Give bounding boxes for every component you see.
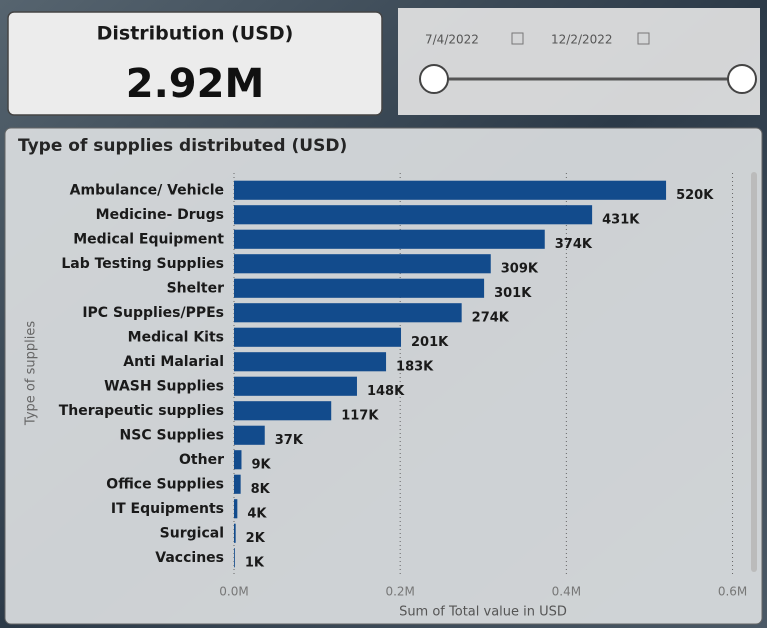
category-label: Medicine- Drugs	[96, 207, 224, 223]
x-tick-label: 0.0M	[219, 585, 248, 599]
value-label: 2K	[246, 531, 266, 546]
category-label: Medical Equipment	[73, 231, 224, 247]
bar	[234, 327, 402, 347]
bar	[234, 499, 238, 519]
bar	[234, 303, 462, 323]
value-label: 37K	[275, 433, 304, 448]
value-label: 431K	[602, 212, 640, 227]
category-label: Ambulance/ Vehicle	[70, 182, 224, 198]
category-label: Surgical	[160, 525, 224, 541]
chart-title: Type of supplies distributed (USD)	[18, 136, 347, 156]
bar	[234, 523, 236, 543]
slider-handle[interactable]	[727, 64, 757, 94]
bar	[234, 229, 545, 249]
value-label: 301K	[494, 286, 532, 301]
value-label: 1K	[245, 555, 265, 570]
value-label: 201K	[411, 335, 449, 350]
value-label: 374K	[555, 237, 593, 252]
category-label: WASH Supplies	[104, 378, 224, 394]
category-label: Therapeutic supplies	[59, 403, 224, 419]
category-label: Anti Malarial	[123, 354, 224, 370]
slider-handle[interactable]	[419, 64, 449, 94]
calendar-icon[interactable]	[511, 32, 524, 45]
category-label: Vaccines	[155, 550, 224, 566]
scrollbar[interactable]	[751, 172, 757, 572]
category-label: IPC Supplies/PPEs	[82, 305, 224, 321]
bar	[234, 548, 235, 568]
value-label: 309K	[501, 261, 539, 276]
x-tick-label: 0.6M	[718, 585, 747, 599]
y-axis-label: Type of supplies	[24, 321, 39, 426]
category-label: Medical Kits	[128, 329, 224, 345]
value-label: 183K	[396, 359, 434, 374]
bar	[234, 352, 387, 372]
bar	[234, 376, 357, 396]
x-tick-label: 0.2M	[385, 585, 414, 599]
bar	[234, 474, 241, 494]
value-label: 8K	[251, 482, 271, 497]
category-label: IT Equipments	[111, 501, 224, 517]
calendar-icon[interactable]	[637, 32, 650, 45]
bar	[234, 450, 242, 470]
bar	[234, 205, 593, 225]
value-label: 117K	[341, 408, 379, 423]
slicer	[398, 8, 760, 115]
bar	[234, 401, 332, 421]
category-label: Other	[179, 452, 224, 468]
card-title: Distribution (USD)	[97, 23, 294, 45]
category-label: Lab Testing Supplies	[61, 256, 224, 272]
bar	[234, 425, 265, 445]
slicer-start[interactable]: 7/4/2022	[425, 33, 479, 47]
card	[7, 11, 383, 116]
category-label: NSC Supplies	[120, 427, 224, 443]
category-label: Shelter	[167, 280, 225, 296]
bar	[234, 180, 667, 200]
card-value: 2.92M	[126, 61, 265, 107]
value-label: 274K	[472, 310, 510, 325]
x-tick-label: 0.4M	[552, 585, 581, 599]
value-label: 9K	[251, 457, 271, 472]
value-label: 4K	[247, 506, 267, 521]
value-label: 520K	[676, 188, 714, 203]
value-label: 148K	[367, 384, 405, 399]
bar	[234, 278, 485, 298]
x-axis-label: Sum of Total value in USD	[399, 605, 567, 620]
bar	[234, 254, 491, 274]
slicer-end[interactable]: 12/2/2022	[551, 33, 613, 47]
category-label: Office Supplies	[106, 476, 224, 492]
chart-panel	[4, 127, 763, 625]
